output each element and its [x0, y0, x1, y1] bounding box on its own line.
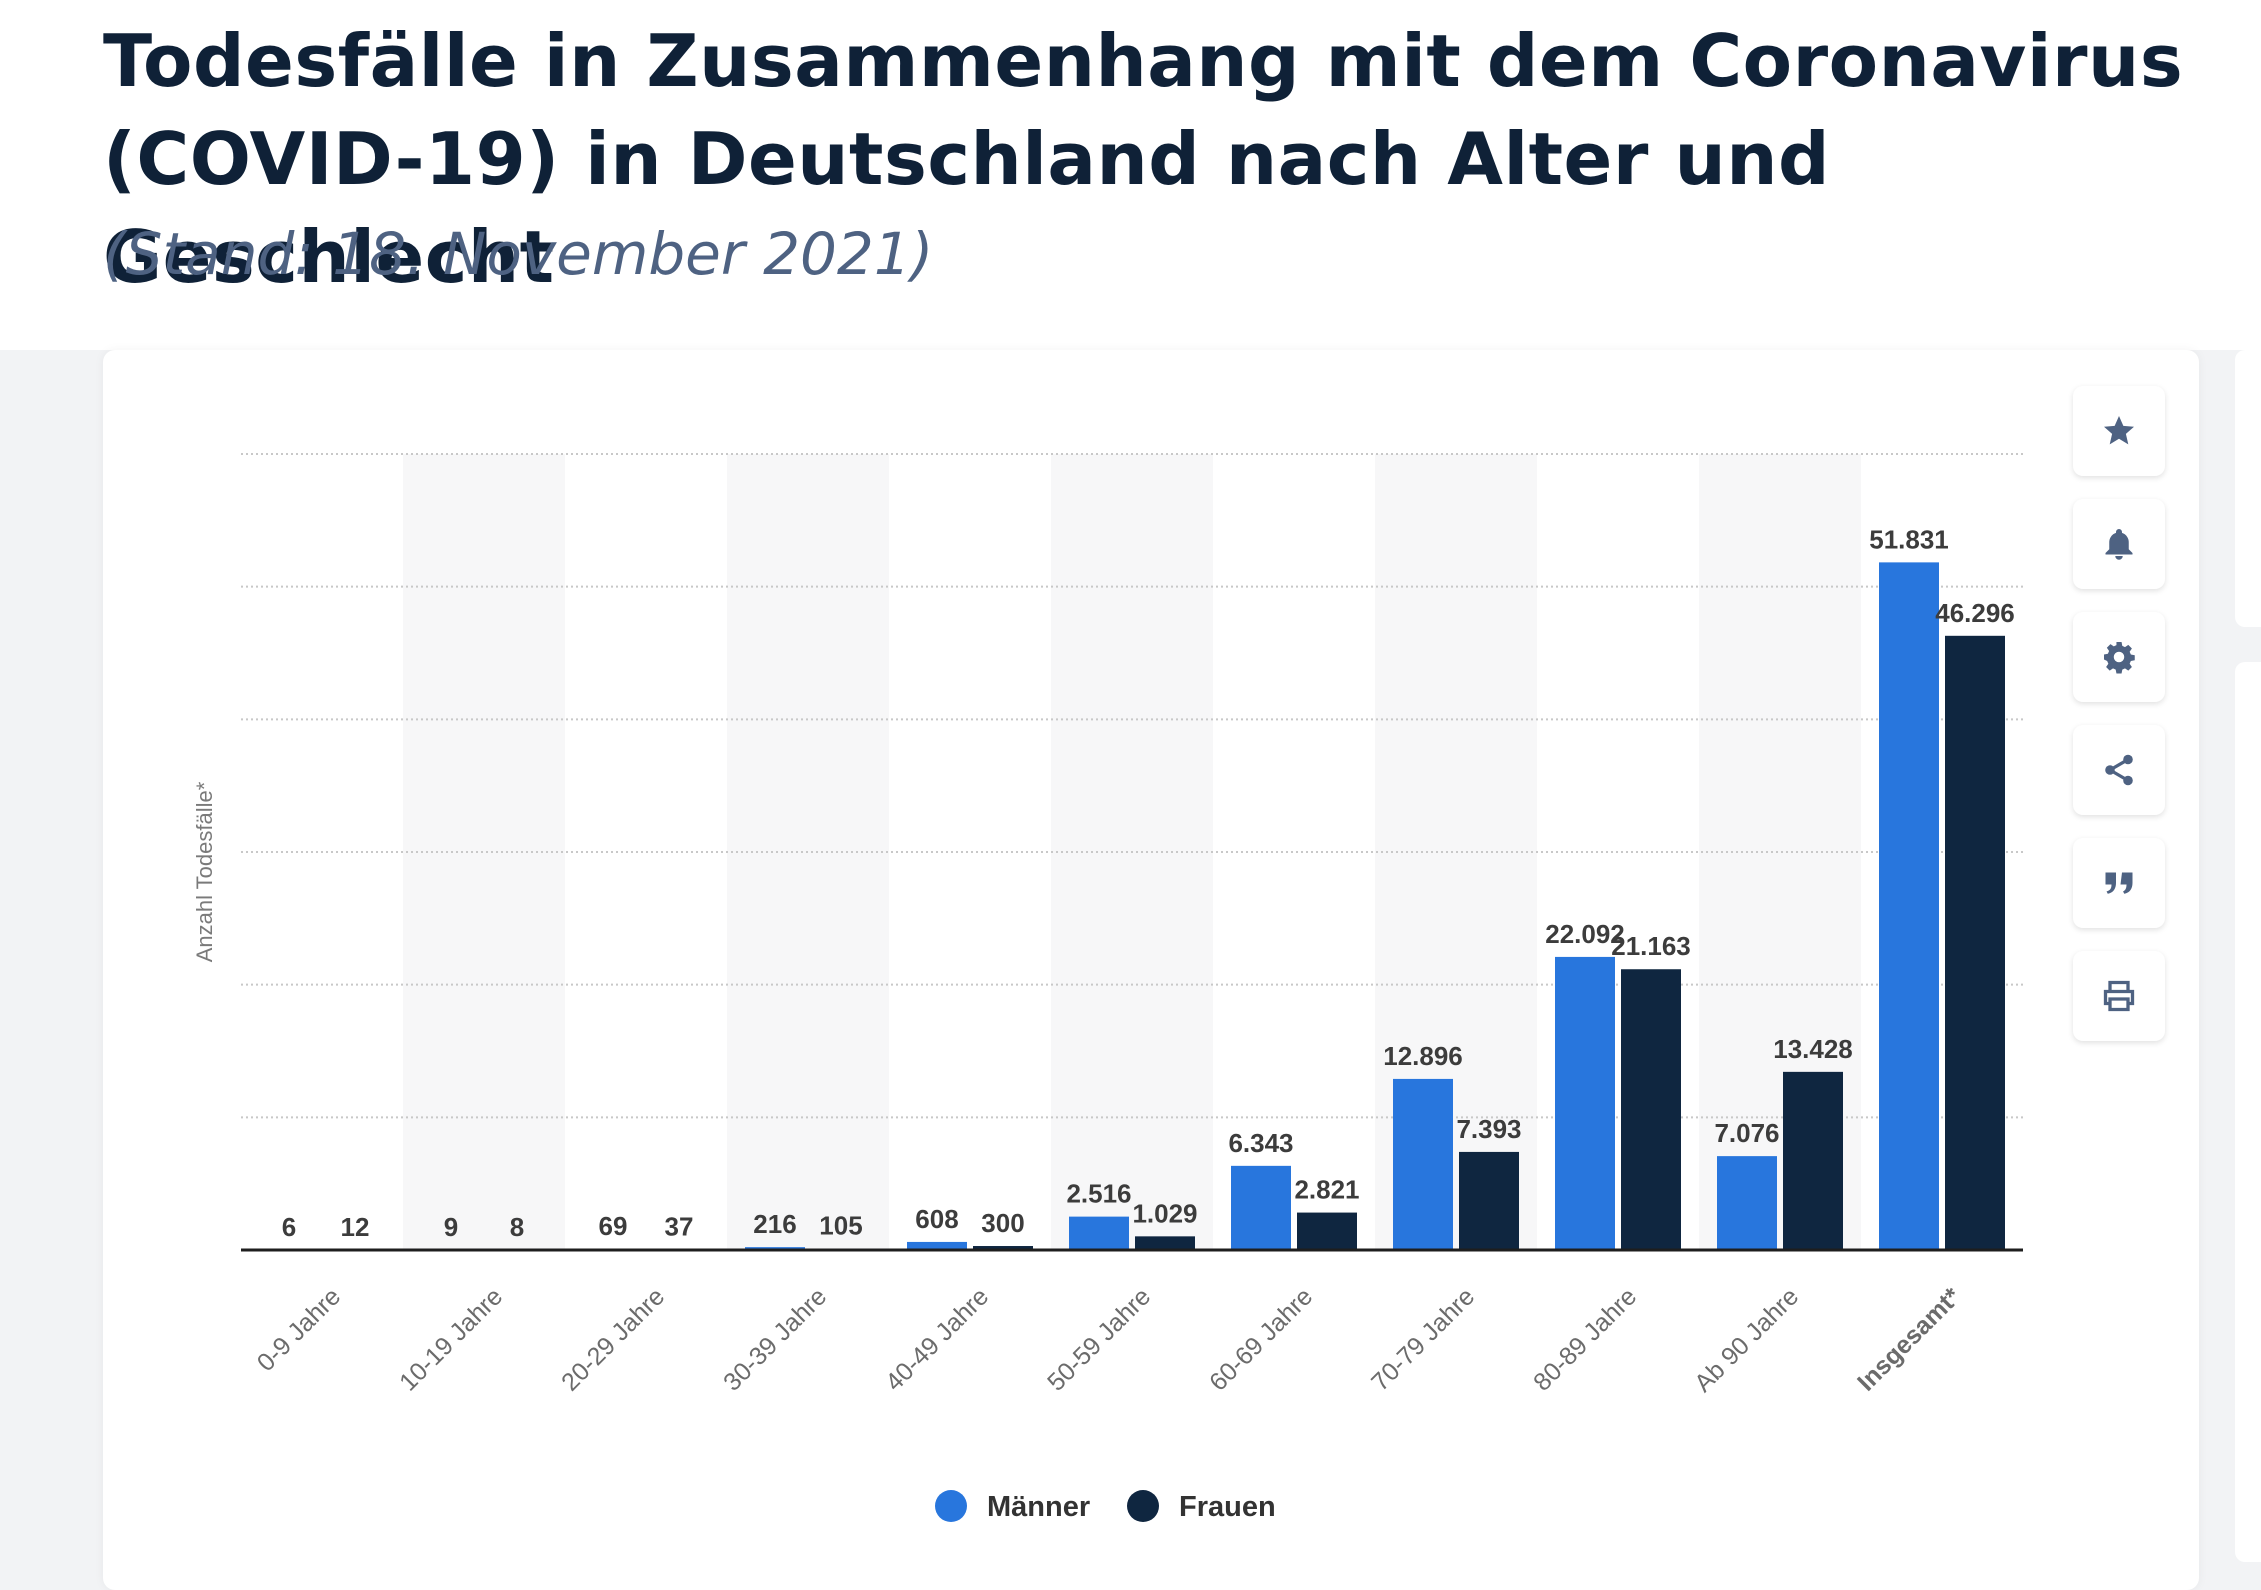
x-tick-label: 0-9 Jahre — [252, 1282, 346, 1376]
bar-maenner — [1555, 957, 1615, 1250]
side-panel — [2235, 350, 2261, 627]
data-label: 2.516 — [1066, 1179, 1131, 1209]
print-button[interactable] — [2073, 951, 2165, 1041]
data-label: 105 — [819, 1211, 862, 1241]
bar-frauen — [1135, 1236, 1195, 1250]
x-tick-label: 30-39 Jahre — [718, 1282, 832, 1396]
legend-marker-maenner — [935, 1490, 967, 1522]
bar-frauen — [1945, 636, 2005, 1250]
data-label: 51.831 — [1869, 524, 1949, 554]
data-label: 69 — [599, 1211, 628, 1241]
gear-icon — [2101, 639, 2137, 675]
side-panel-lower — [2235, 662, 2261, 1562]
settings-button[interactable] — [2073, 612, 2165, 702]
data-label: 7.076 — [1714, 1118, 1779, 1148]
bell-icon — [2101, 526, 2137, 562]
bar-maenner — [1231, 1166, 1291, 1250]
bar-frauen — [1459, 1152, 1519, 1250]
x-tick-label: 70-79 Jahre — [1366, 1282, 1480, 1396]
x-tick-label: 10-19 Jahre — [394, 1282, 508, 1396]
x-tick-label: 50-59 Jahre — [1042, 1282, 1156, 1396]
data-label: 300 — [981, 1208, 1024, 1238]
share-icon — [2101, 752, 2137, 788]
data-label: 12.896 — [1383, 1041, 1463, 1071]
data-label: 21.163 — [1611, 931, 1691, 961]
data-label: 7.393 — [1456, 1114, 1521, 1144]
data-label: 13.428 — [1773, 1034, 1853, 1064]
bar-maenner — [1393, 1079, 1453, 1250]
x-tick-label: Insgesamt* — [1852, 1282, 1966, 1396]
data-label: 216 — [753, 1209, 796, 1239]
legend-marker-frauen — [1127, 1490, 1159, 1522]
page-subtitle: (Stand: 18. November 2021) — [103, 220, 933, 288]
print-icon — [2101, 978, 2137, 1014]
legend-label: Frauen — [1179, 1491, 1276, 1523]
data-label: 37 — [665, 1212, 694, 1242]
x-tick-label: 20-29 Jahre — [556, 1282, 670, 1396]
y-axis-label: Anzahl Todesfälle* — [192, 781, 217, 962]
data-label: 12 — [341, 1212, 370, 1242]
x-tick-label: 60-69 Jahre — [1204, 1282, 1318, 1396]
data-label: 9 — [444, 1212, 458, 1242]
bar-frauen — [1621, 969, 1681, 1250]
favorite-button[interactable] — [2073, 386, 2165, 476]
quote-icon — [2101, 865, 2137, 901]
x-tick-label: 40-49 Jahre — [880, 1282, 994, 1396]
bar-maenner — [1879, 562, 1939, 1250]
bar-maenner — [1717, 1156, 1777, 1250]
bar-maenner — [1069, 1217, 1129, 1250]
data-label: 6 — [282, 1212, 296, 1242]
data-label: 2.821 — [1294, 1175, 1359, 1205]
bar-frauen — [1783, 1072, 1843, 1250]
share-button[interactable] — [2073, 725, 2165, 815]
data-label: 46.296 — [1935, 598, 2015, 628]
star-icon — [2101, 413, 2137, 449]
cite-button[interactable] — [2073, 838, 2165, 928]
data-label: 6.343 — [1228, 1128, 1293, 1158]
legend-label: Männer — [987, 1491, 1090, 1523]
data-label: 1.029 — [1132, 1198, 1197, 1228]
chart-toolbar — [2073, 386, 2165, 1064]
data-label: 608 — [915, 1204, 958, 1234]
data-label: 8 — [510, 1212, 524, 1242]
bar-frauen — [1297, 1213, 1357, 1250]
notification-button[interactable] — [2073, 499, 2165, 589]
page-header: Todesfälle in Zusammenhang mit dem Coron… — [0, 0, 2261, 350]
x-tick-label: Ab 90 Jahre — [1689, 1282, 1804, 1397]
x-tick-label: 80-89 Jahre — [1528, 1282, 1642, 1396]
